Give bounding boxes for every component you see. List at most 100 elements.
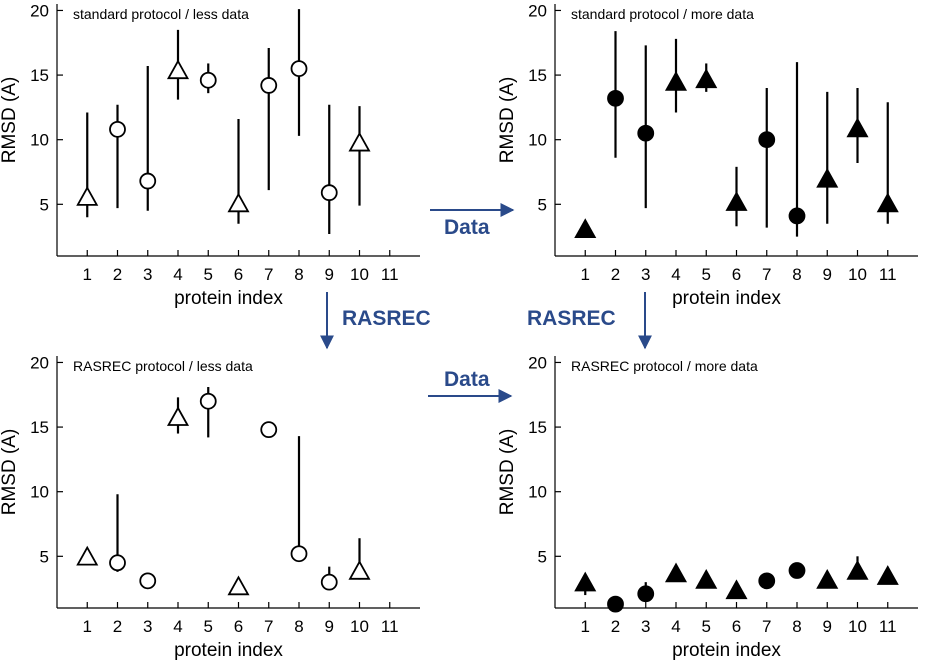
y-tick-label: 10 [528, 483, 547, 502]
marker-triangle [725, 579, 748, 600]
y-tick-label: 20 [528, 1, 547, 20]
marker-circle [607, 89, 624, 107]
marker-triangle [816, 167, 839, 188]
data-point-4 [166, 397, 190, 434]
x-axis-title: protein index [672, 640, 781, 660]
marker-circle [290, 60, 308, 78]
x-tick-label: 4 [173, 265, 182, 284]
data-point-10 [348, 538, 371, 580]
x-tick-label: 6 [732, 617, 741, 636]
data-point-7 [260, 47, 278, 191]
x-tick-label: 7 [762, 617, 771, 636]
marker-circle [139, 572, 157, 590]
marker-triangle [76, 186, 99, 206]
x-tick-label: 5 [702, 617, 711, 636]
x-tick-label: 2 [611, 617, 620, 636]
x-tick-label: 8 [294, 617, 303, 636]
y-tick-label: 10 [30, 483, 49, 502]
marker-circle [607, 595, 624, 613]
x-tick-label: 11 [381, 617, 399, 636]
marker-triangle [227, 192, 250, 213]
data-point-6 [227, 119, 250, 224]
y-tick-label: 20 [30, 353, 49, 372]
data-point-1 [76, 545, 99, 566]
x-tick-label: 9 [823, 265, 832, 284]
data-point-8 [788, 62, 806, 237]
marker-triangle [846, 117, 869, 138]
x-tick-label: 5 [204, 265, 213, 284]
x-tick-label: 11 [381, 265, 399, 284]
marker-circle [199, 71, 217, 89]
y-tick-label: 15 [30, 66, 49, 85]
marker-circle [139, 172, 157, 190]
y-tick-label: 5 [40, 195, 49, 214]
y-axis-title: RMSD (A) [0, 77, 20, 164]
y-tick-label: 15 [528, 418, 547, 437]
marker-triangle [695, 569, 718, 589]
panel-title: standard protocol / more data [571, 6, 754, 22]
data-point-5 [199, 387, 217, 438]
x-tick-label: 7 [762, 265, 771, 284]
x-tick-label: 3 [143, 617, 152, 636]
data-point-5 [199, 63, 217, 94]
marker-triangle [574, 218, 597, 239]
y-tick-label: 20 [528, 353, 547, 372]
x-tick-label: 7 [264, 265, 273, 284]
x-tick-label: 11 [879, 265, 897, 284]
data-point-9 [320, 104, 338, 235]
x-axis-title: protein index [174, 288, 283, 309]
marker-triangle [876, 192, 899, 213]
marker-triangle [574, 571, 597, 592]
marker-circle [260, 421, 278, 439]
data-point-8 [788, 562, 806, 579]
data-point-6 [227, 575, 250, 596]
data-point-10 [846, 556, 869, 580]
panel-title: RASREC protocol / less data [73, 358, 253, 374]
chart-panel-2: 5 10 15 20 1 2 3 4 5 6 7 8 9 10 11 protein index RMSD (A… [497, 1, 918, 309]
marker-circle [320, 184, 338, 202]
marker-triangle [166, 406, 190, 426]
x-tick-label: 3 [641, 617, 650, 636]
marker-circle [199, 392, 217, 410]
x-tick-label: 9 [823, 617, 832, 636]
x-tick-label: 6 [234, 617, 243, 636]
x-tick-label: 6 [732, 265, 741, 284]
x-tick-label: 9 [325, 617, 334, 636]
chart-panel-4: 5 10 15 20 1 2 3 4 5 6 7 8 9 10 11 protein index RMSD (A… [497, 353, 918, 660]
marker-triangle [76, 545, 99, 566]
marker-circle [109, 120, 126, 138]
data-point-9 [816, 569, 839, 589]
x-tick-label: 8 [294, 265, 303, 284]
y-tick-label: 10 [30, 131, 49, 150]
x-tick-label: 8 [792, 617, 801, 636]
panel-title: RASREC protocol / more data [571, 358, 758, 374]
flow-arrows: Data RASREC RASREC Data [320, 203, 652, 403]
x-tick-label: 10 [848, 617, 867, 636]
marker-triangle [846, 559, 869, 580]
x-axis-title: protein index [672, 288, 781, 309]
x-tick-label: 1 [83, 265, 92, 284]
x-tick-label: 1 [581, 617, 590, 636]
data-point-8 [290, 436, 308, 563]
marker-triangle [664, 562, 688, 583]
x-tick-label: 1 [83, 617, 92, 636]
rasrec-arrow-left-label: RASREC [342, 307, 431, 330]
data-point-5 [695, 63, 718, 92]
data-point-2 [109, 494, 126, 572]
y-axis-title: RMSD (A) [497, 77, 518, 164]
data-point-11 [876, 102, 899, 224]
x-tick-label: 5 [702, 265, 711, 284]
data-point-4 [664, 38, 688, 113]
marker-circle [637, 585, 655, 603]
data-point-10 [348, 106, 371, 206]
x-tick-label: 2 [113, 617, 122, 636]
data-point-7 [260, 421, 278, 439]
data-point-8 [290, 9, 308, 136]
data-point-7 [758, 572, 776, 590]
marker-triangle [695, 68, 718, 89]
data-point-9 [320, 566, 338, 591]
data-point-2 [607, 595, 624, 613]
y-axis-title: RMSD (A) [0, 429, 20, 516]
rasrec-arrow-right-label: RASREC [527, 307, 616, 330]
x-tick-label: 4 [671, 265, 680, 284]
